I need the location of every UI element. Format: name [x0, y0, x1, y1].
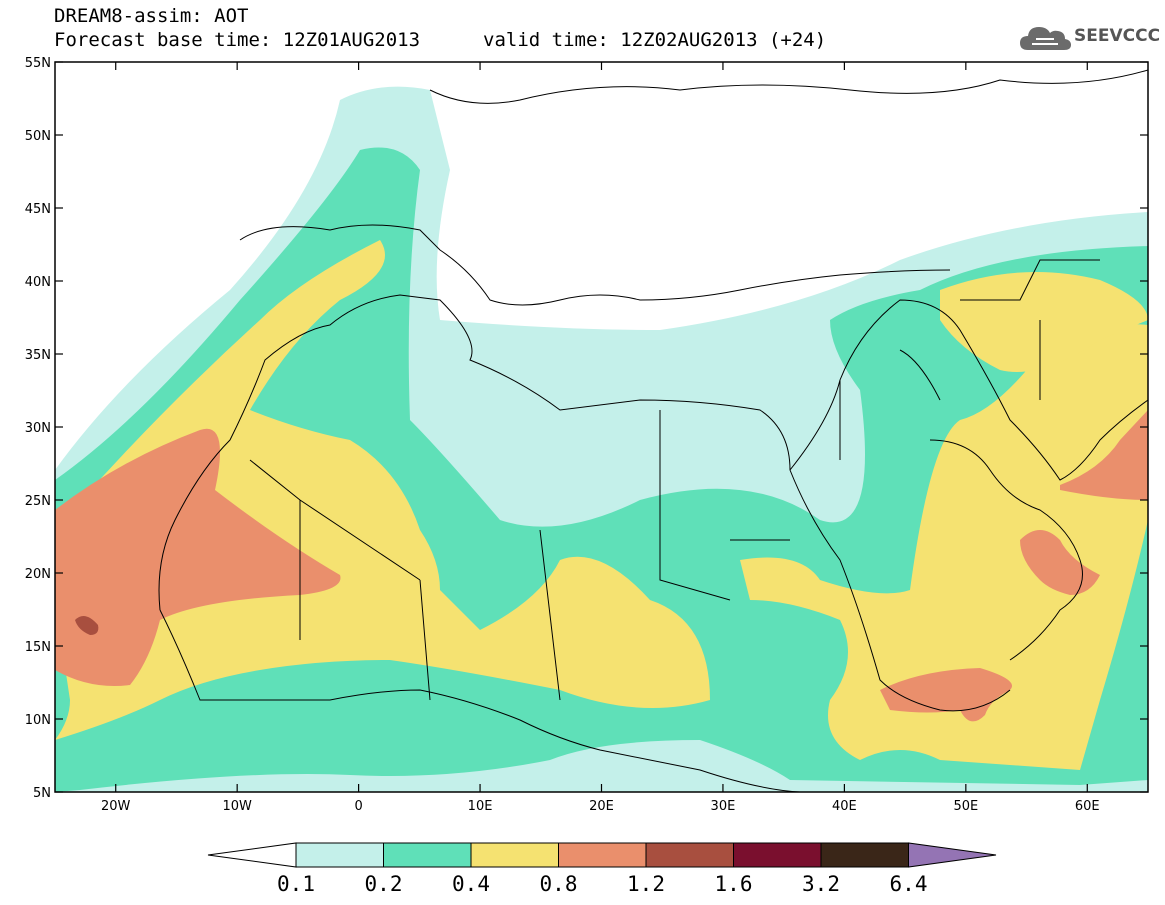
lon-tick-label: 40E: [832, 799, 857, 814]
lat-tick-label: 25N: [25, 494, 51, 509]
colorbar-level-label: 3.2: [802, 872, 840, 896]
valid-time: valid time: 12Z02AUG2013 (+24): [483, 29, 827, 51]
colorbar-level-label: 6.4: [889, 872, 928, 896]
lon-tick-label: 20W: [101, 799, 131, 814]
colorbar-segment: [820, 842, 909, 868]
lat-tick-label: 15N: [25, 640, 51, 655]
aot-band-0.8-oman: [1020, 530, 1100, 595]
colorbar-segment: [733, 842, 822, 868]
lon-tick-label: 60E: [1075, 799, 1100, 814]
colorbar-segment: [295, 842, 384, 868]
seevccc-logo: SEEVCCC: [1018, 22, 1161, 56]
colorbar-level-label: 0.1: [277, 872, 315, 896]
aot-band-0.4-iran: [940, 272, 1148, 372]
colorbar-over-arrow: [908, 842, 997, 868]
colorbar-segment: [383, 842, 472, 868]
lon-tick-label: 50E: [953, 799, 978, 814]
lat-tick-label: 50N: [25, 129, 51, 144]
lat-tick-label: 35N: [25, 348, 51, 363]
aot-band-0.4: [55, 240, 710, 740]
lon-tick-label: 10W: [222, 799, 252, 814]
lon-tick-label: 20E: [589, 799, 614, 814]
cloud-icon: [1020, 27, 1071, 50]
colorbar-segment: [558, 842, 647, 868]
lat-tick-label: 20N: [25, 567, 51, 582]
lat-tick-label: 40N: [25, 275, 51, 290]
lat-tick-label: 55N: [25, 56, 51, 71]
colorbar-level-label: 0.2: [364, 872, 403, 896]
aot-band-1.2: [75, 616, 99, 635]
aot-band-0.4-arabia: [740, 324, 1148, 770]
colorbar-level-label: 0.8: [539, 872, 578, 896]
lat-tick-label: 45N: [25, 202, 51, 217]
colorbar-level-label: 0.4: [452, 872, 490, 896]
colorbar: [207, 842, 997, 868]
aot-band-0.8-gulf: [1060, 410, 1148, 500]
logo-text: SEEVCCC: [1074, 26, 1161, 46]
axis-ticks: 20W 10W 0 10E 20E 30E 40E 50E 60E 55N 50N 45N 40N 35N…: [25, 56, 1148, 814]
colorbar-segment: [470, 842, 559, 868]
aot-field: [55, 62, 1148, 792]
lon-tick-label: 10E: [468, 799, 493, 814]
lat-tick-label: 10N: [25, 713, 51, 728]
lon-tick-label: 30E: [711, 799, 736, 814]
coastlines: [158, 69, 1148, 792]
lat-tick-label: 5N: [33, 786, 51, 801]
lat-tick-label: 30N: [25, 421, 51, 436]
aot-band-0.8-yemen: [880, 668, 1012, 722]
aot-band-0.8: [55, 428, 341, 686]
lon-tick-label: 0: [354, 799, 362, 814]
colorbar-segment: [645, 842, 734, 868]
colorbar-level-label: 1.2: [627, 872, 665, 896]
forecast-base-time: Forecast base time: 12Z01AUG2013: [54, 29, 421, 51]
colorbar-under-arrow: [207, 842, 297, 868]
colorbar-level-label: 1.6: [714, 872, 753, 896]
map-title: DREAM8-assim: AOT: [54, 5, 249, 27]
